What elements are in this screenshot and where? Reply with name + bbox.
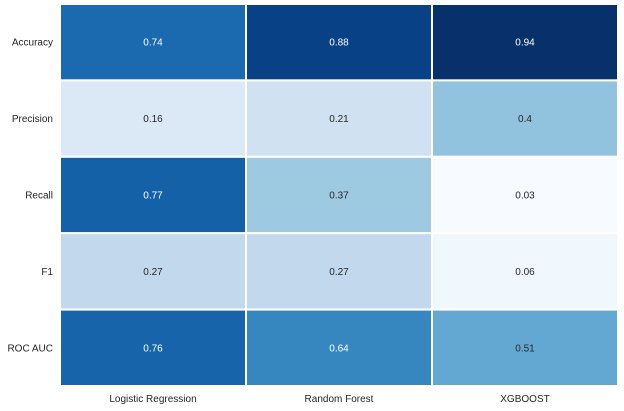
heatmap-cell-accuracy-random-forest [245,3,433,82]
heatmap-cell-f1-logistic-regression [59,232,247,311]
cell-value-label: 0.94 [515,38,535,49]
row-tick-labels: Accuracy Precision Recall F1 ROC AUC [7,38,60,354]
heatmap-cells: 0.74 0.88 0.94 0.16 0.21 0.4 0.77 0.37 0.03 0.27 0… [59,3,619,388]
heatmap-cell-accuracy-xgboost [431,3,619,82]
cell-value-label: 0.27 [143,267,163,278]
heatmap-cell-roc-auc-logistic-regression [59,308,247,388]
column-label-random-forest: Random Forest [305,394,374,405]
heatmap-cell-roc-auc-xgboost [431,308,619,388]
column-label-logistic-regression: Logistic Regression [109,394,196,405]
cell-value-label: 0.64 [329,343,349,354]
cell-value-label: 0.4 [518,114,532,125]
column-label-xgboost: XGBOOST [500,394,549,405]
cell-value-label: 0.76 [143,343,163,354]
cell-value-label: 0.88 [329,38,349,49]
cell-value-label: 0.77 [143,191,163,202]
heatmap-cell-f1-xgboost [431,232,619,311]
cell-value-label: 0.06 [515,267,535,278]
heatmap-cell-accuracy-logistic-regression [59,3,247,82]
heatmap-cell-recall-random-forest [245,155,433,235]
cell-value-label: 0.16 [143,114,163,125]
cell-value-label: 0.03 [515,191,535,202]
heatmap-cell-precision-xgboost [431,79,619,158]
row-label-accuracy: Accuracy [12,38,53,49]
row-label-roc-auc: ROC AUC [7,343,53,354]
cell-value-label: 0.21 [329,114,349,125]
cell-value-label: 0.51 [515,343,535,354]
row-label-f1: F1 [41,267,53,278]
row-label-precision: Precision [12,114,53,125]
column-tick-labels: Logistic Regression Random Forest XGBOOST [109,394,549,405]
cell-value-label: 0.74 [143,38,163,49]
row-label-recall: Recall [25,191,53,202]
heatmap-cell-roc-auc-random-forest [245,308,433,388]
cell-value-label: 0.37 [329,191,349,202]
cell-value-label: 0.27 [329,267,349,278]
